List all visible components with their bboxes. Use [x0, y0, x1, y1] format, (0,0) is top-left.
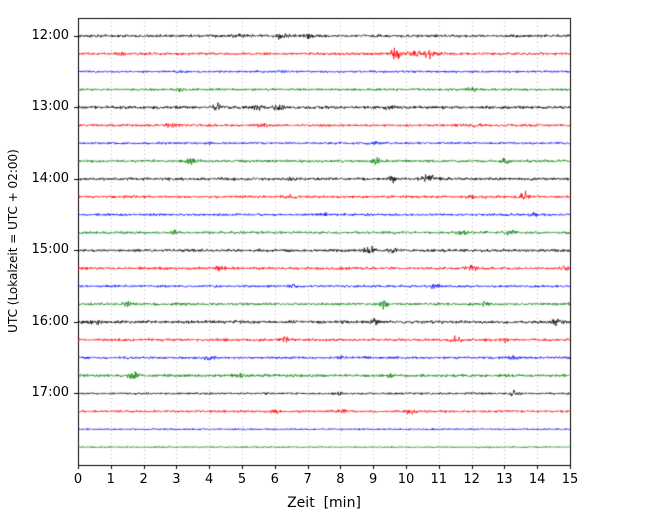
x-tick-label: 4: [205, 472, 214, 487]
x-tick-label: 7: [303, 472, 312, 487]
x-tick-label: 8: [336, 472, 345, 487]
x-tick-label: 6: [270, 472, 279, 487]
x-axis-label: Zeit [min]: [287, 495, 361, 511]
y-tick-label: 12:00: [31, 27, 69, 43]
y-tick-label: 16:00: [31, 313, 69, 329]
x-tick-label: 10: [397, 472, 415, 487]
x-tick-label: 3: [172, 472, 181, 487]
x-tick-label: 1: [106, 472, 115, 487]
y-tick-label: 15:00: [31, 242, 69, 258]
x-tick-label: 0: [73, 472, 83, 487]
x-tick-label: 5: [237, 472, 247, 487]
x-tick-label: 11: [430, 472, 448, 487]
y-tick-label: 17:00: [31, 385, 69, 401]
x-tick-label: 15: [561, 472, 579, 487]
x-tick-label: 2: [139, 472, 148, 487]
y-tick-label: 14:00: [31, 170, 69, 186]
x-tick-label: 14: [528, 472, 546, 487]
x-tick-label: 13: [496, 472, 513, 487]
x-tick-label: 12: [463, 472, 480, 487]
y-tick-label: 13:00: [31, 99, 69, 115]
x-tick-label: 9: [369, 472, 378, 487]
